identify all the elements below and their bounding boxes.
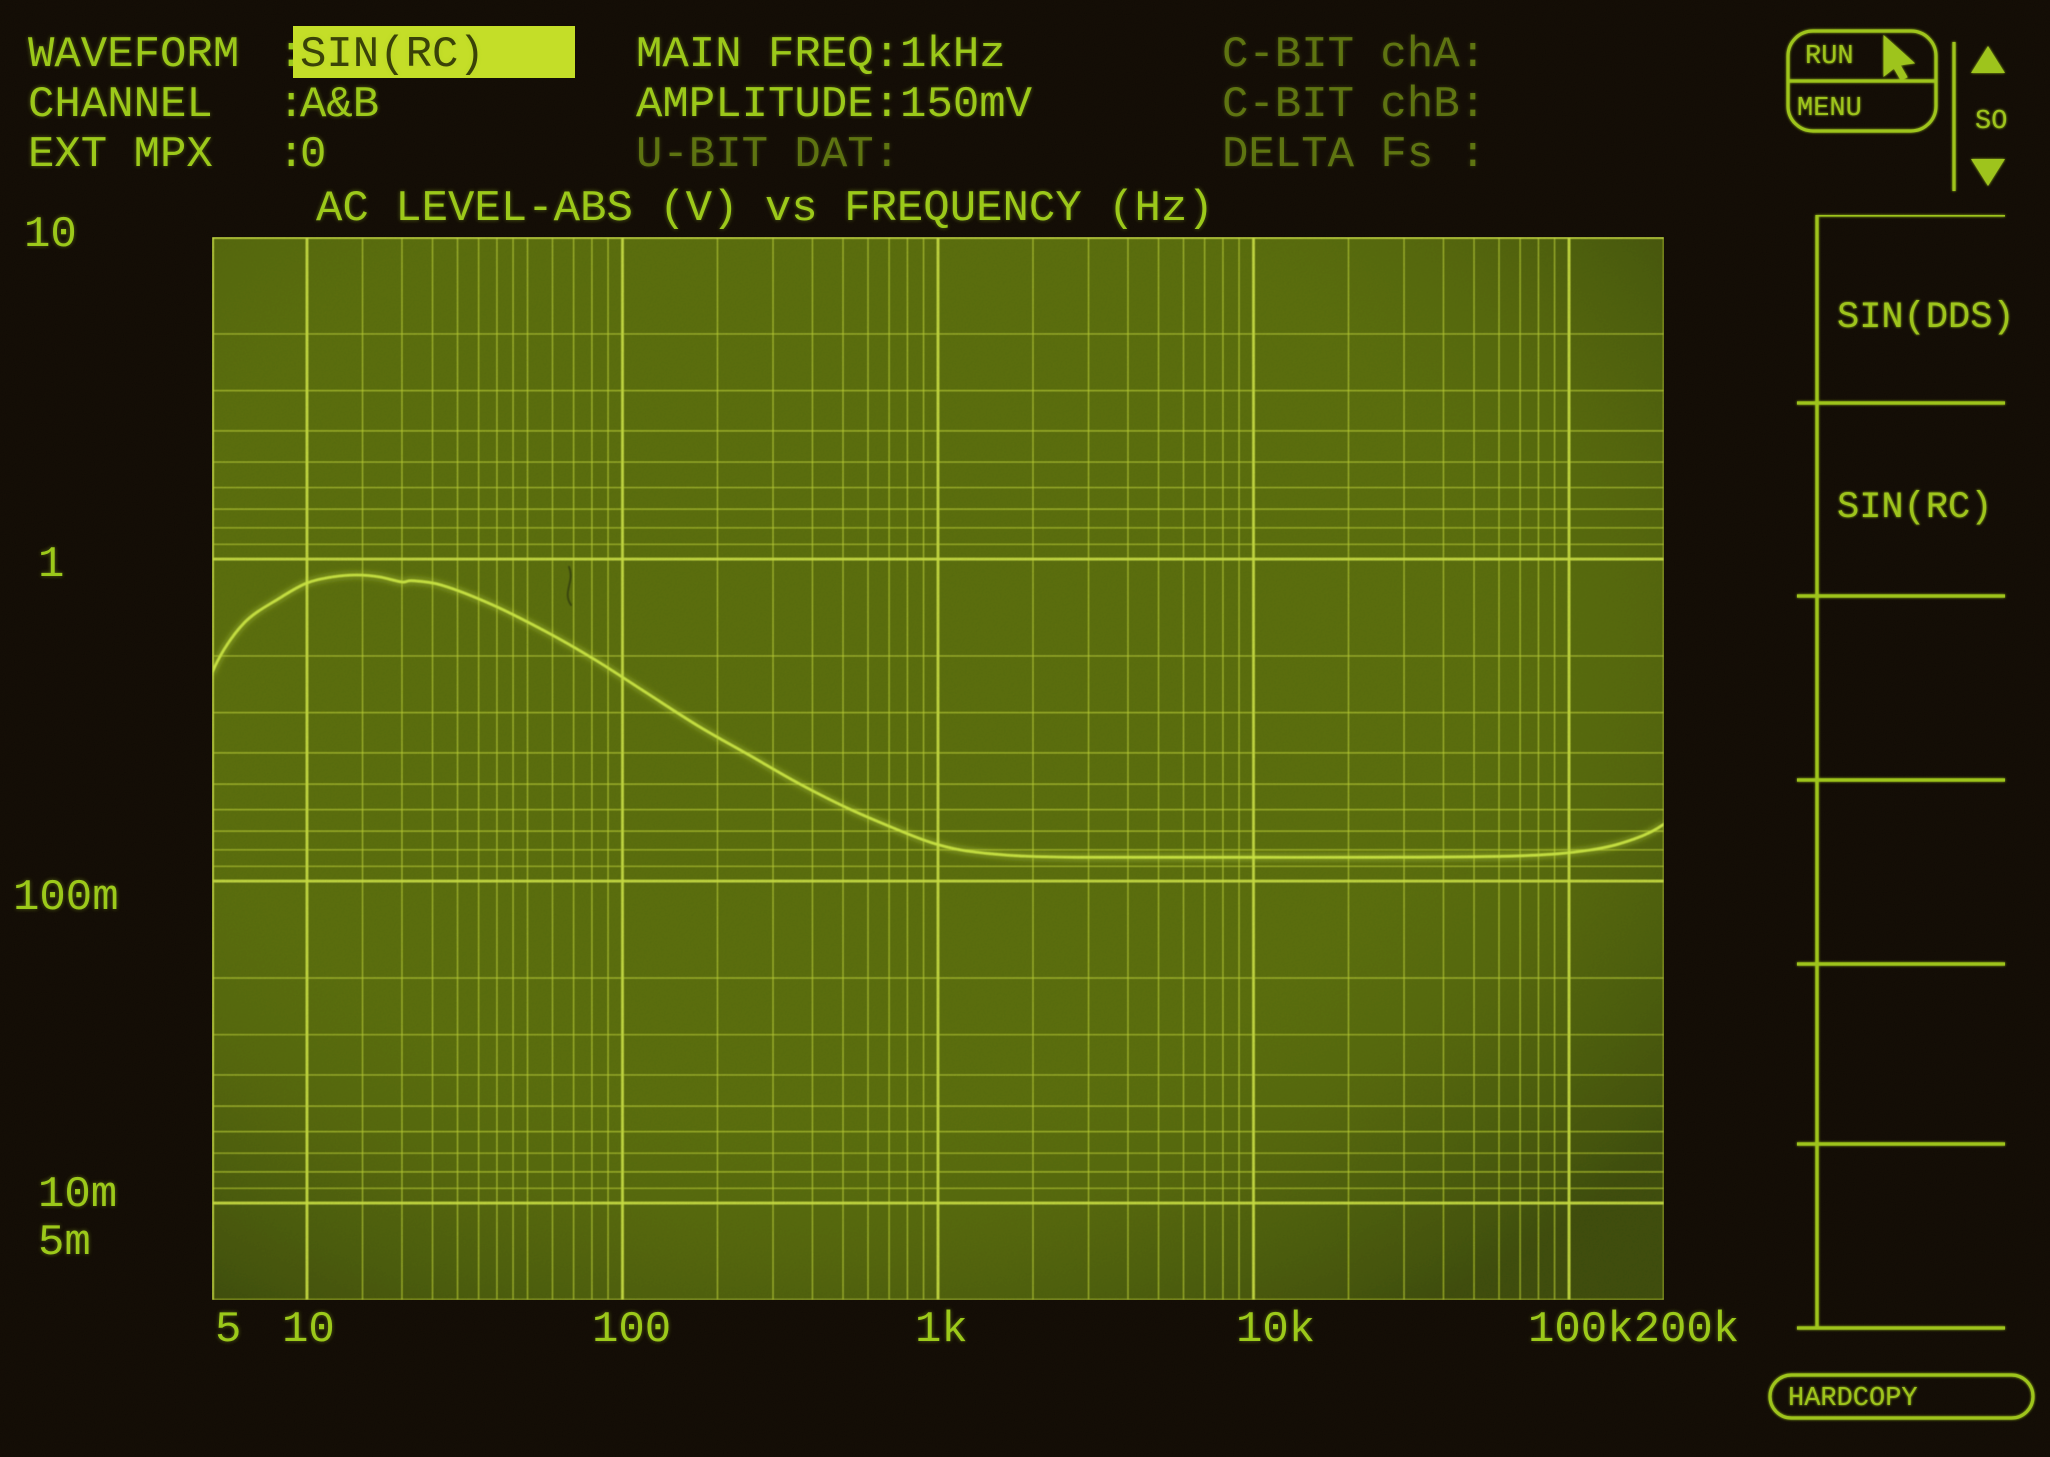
svg-text:MENU: MENU — [1797, 94, 1862, 124]
svg-text:RUN: RUN — [1805, 42, 1854, 72]
svg-text:SO: SO — [1975, 107, 2007, 137]
svg-text:HARDCOPY: HARDCOPY — [1788, 1384, 1918, 1414]
svg-text:SIN(RC): SIN(RC) — [1837, 487, 1992, 529]
svg-text:SIN(DDS): SIN(DDS) — [1837, 297, 2015, 339]
